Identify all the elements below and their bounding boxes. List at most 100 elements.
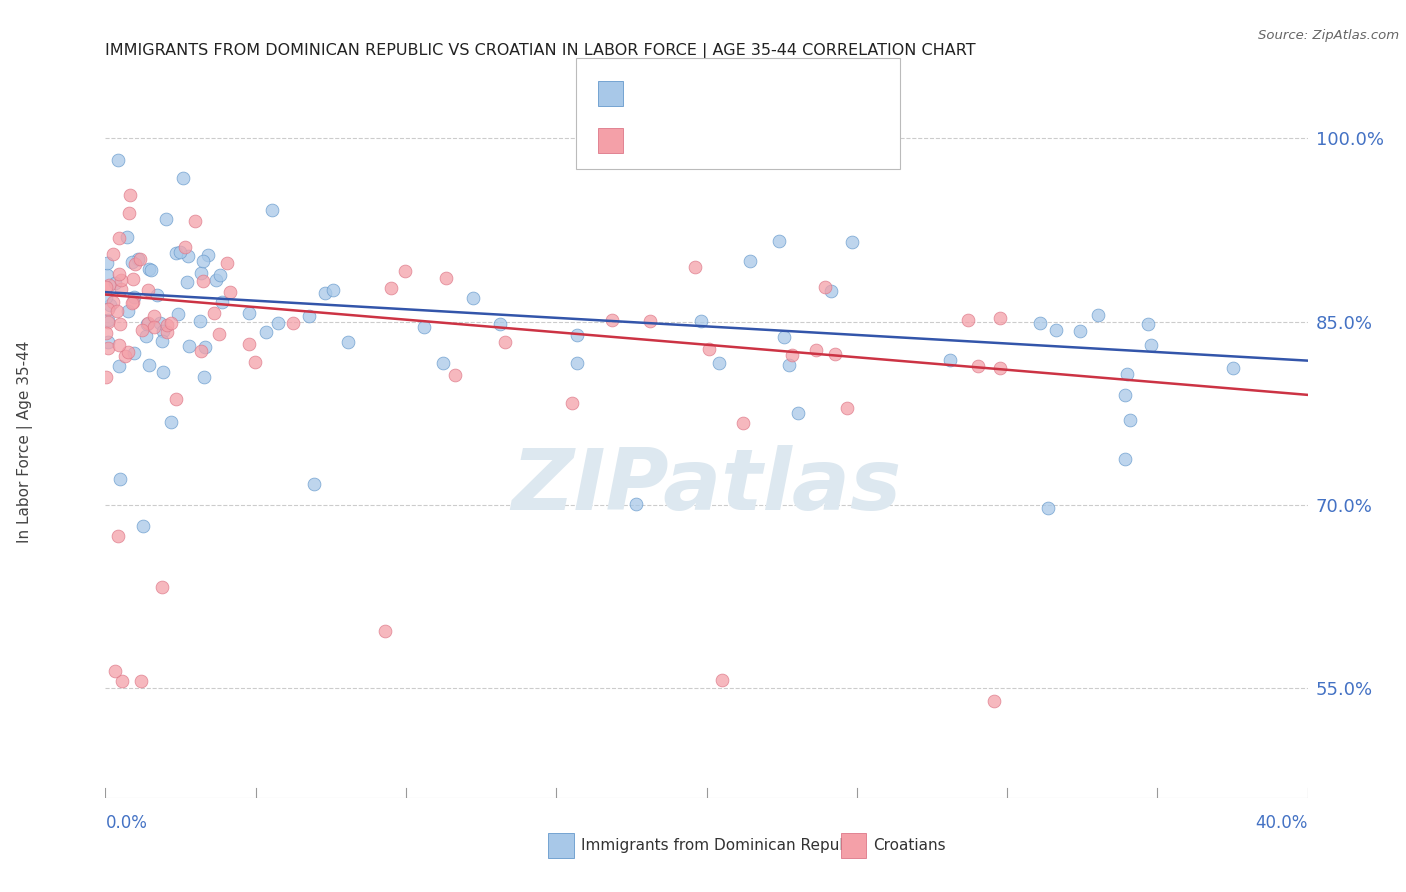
- Point: [94, 290, 117, 304]
- Point: [193, 370, 215, 384]
- Point: [394, 264, 416, 278]
- Point: [690, 314, 713, 328]
- Point: [98, 277, 121, 292]
- Point: [143, 320, 166, 334]
- Point: [117, 303, 139, 318]
- Point: [183, 214, 205, 228]
- Point: [135, 329, 157, 343]
- Point: [138, 316, 160, 330]
- Point: [565, 327, 588, 342]
- Point: [169, 245, 191, 260]
- Point: [131, 323, 153, 337]
- Point: [238, 337, 260, 351]
- Point: [108, 317, 131, 331]
- Point: [155, 325, 177, 339]
- Point: [160, 415, 183, 429]
- Point: [565, 356, 588, 370]
- Point: [167, 307, 190, 321]
- Point: [98, 298, 121, 312]
- Point: [127, 252, 149, 266]
- Point: [988, 310, 1011, 325]
- Point: [1137, 317, 1160, 331]
- Point: [176, 276, 198, 290]
- Point: [97, 341, 120, 355]
- Point: [710, 673, 733, 687]
- Point: [1114, 452, 1136, 467]
- Point: [837, 401, 859, 416]
- Point: [173, 240, 195, 254]
- Point: [211, 295, 233, 310]
- Text: -0.197: -0.197: [678, 86, 735, 101]
- Text: In Labor Force | Age 35-44: In Labor Force | Age 35-44: [17, 341, 34, 542]
- Point: [267, 316, 290, 330]
- Point: [190, 343, 212, 358]
- Point: [107, 529, 129, 543]
- Point: [238, 306, 260, 320]
- Point: [297, 309, 319, 323]
- Point: [101, 295, 124, 310]
- Text: R =: R =: [637, 86, 672, 101]
- Point: [939, 352, 962, 367]
- Point: [824, 347, 846, 361]
- Text: 0.0%: 0.0%: [105, 814, 148, 831]
- Point: [322, 283, 344, 297]
- Point: [374, 624, 396, 639]
- Point: [107, 153, 129, 167]
- Point: [121, 272, 143, 286]
- Point: [156, 318, 179, 332]
- Point: [841, 235, 863, 250]
- Point: [124, 257, 146, 271]
- Point: [190, 266, 212, 280]
- Point: [683, 260, 706, 275]
- Point: [165, 245, 187, 260]
- Point: [281, 317, 304, 331]
- Point: [1119, 413, 1142, 427]
- Point: [150, 581, 173, 595]
- Point: [219, 285, 242, 299]
- Point: [191, 274, 214, 288]
- Point: [121, 255, 143, 269]
- Point: [177, 249, 200, 263]
- Point: [108, 231, 131, 245]
- Point: [142, 309, 165, 323]
- Point: [110, 472, 132, 486]
- Point: [804, 343, 827, 357]
- Point: [217, 256, 239, 270]
- Point: [814, 279, 837, 293]
- Point: [302, 477, 325, 491]
- Point: [988, 361, 1011, 376]
- Point: [1087, 308, 1109, 322]
- Point: [966, 359, 988, 374]
- Point: [108, 338, 131, 352]
- Point: [101, 247, 124, 261]
- Text: Croatians: Croatians: [873, 838, 946, 853]
- Text: -0.124: -0.124: [678, 133, 735, 148]
- Point: [208, 268, 231, 282]
- Point: [820, 284, 842, 298]
- Point: [94, 326, 117, 340]
- Point: [1036, 501, 1059, 516]
- Point: [118, 206, 141, 220]
- Point: [197, 247, 219, 261]
- Point: [786, 406, 808, 420]
- Text: N =: N =: [752, 86, 789, 101]
- Point: [773, 330, 796, 344]
- Point: [254, 325, 277, 339]
- Point: [105, 303, 128, 318]
- Text: N =: N =: [752, 133, 789, 148]
- Point: [165, 392, 187, 406]
- Point: [129, 673, 152, 688]
- Point: [138, 358, 160, 372]
- Text: 73: 73: [792, 133, 814, 148]
- Point: [172, 171, 194, 186]
- Point: [111, 674, 134, 689]
- Point: [202, 305, 225, 319]
- Point: [432, 356, 454, 370]
- Point: [155, 211, 177, 226]
- Point: [1069, 324, 1091, 338]
- Point: [188, 313, 211, 327]
- Point: [640, 313, 662, 327]
- Point: [461, 291, 484, 305]
- Point: [132, 519, 155, 533]
- Text: R =: R =: [637, 133, 672, 148]
